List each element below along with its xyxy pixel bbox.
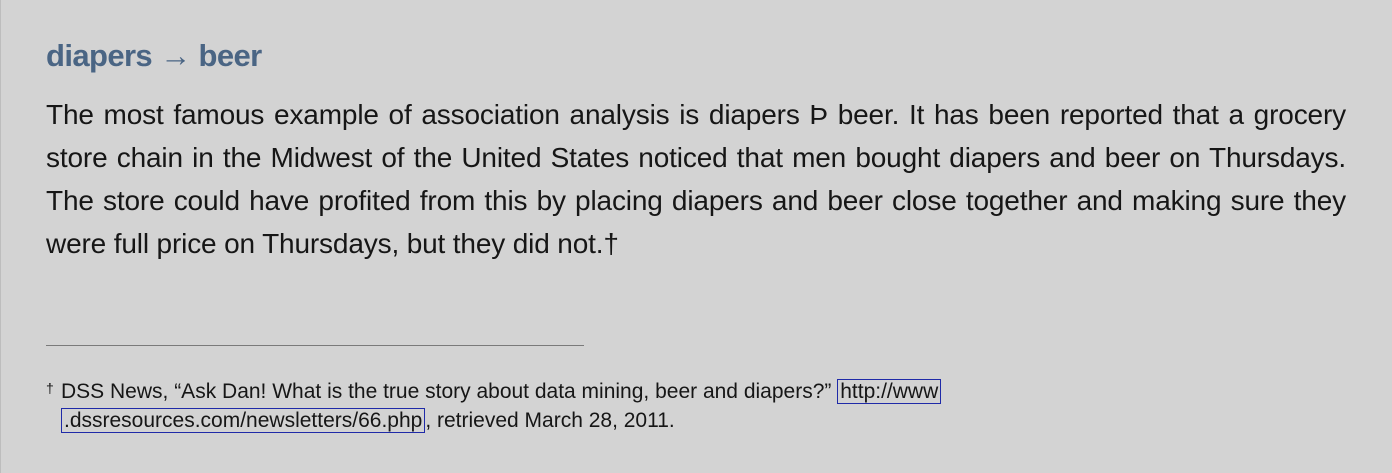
footnote-citation-text: DSS News, “Ask Dan! What is the true sto… (61, 380, 832, 403)
footnote-link-part-2[interactable]: .dssresources.com/newsletters/66.php (61, 408, 426, 433)
footnote-retrieved-text: , retrieved March 28, 2011. (425, 409, 675, 432)
footnote-line-1: † DSS News, “Ask Dan! What is the true st… (46, 374, 1326, 406)
sidebar-paragraph: The most famous example of association a… (46, 99, 1346, 259)
footnote-line-2: .dssresources.com/newsletters/66.php, re… (46, 406, 1326, 435)
footnote-link-part-1[interactable]: http://www (837, 379, 942, 404)
sidebar-heading: diapers → beer (46, 38, 262, 73)
footnote-divider (46, 345, 584, 346)
footnote-marker: † (46, 380, 54, 396)
footnote: † DSS News, “Ask Dan! What is the true st… (46, 374, 1326, 435)
